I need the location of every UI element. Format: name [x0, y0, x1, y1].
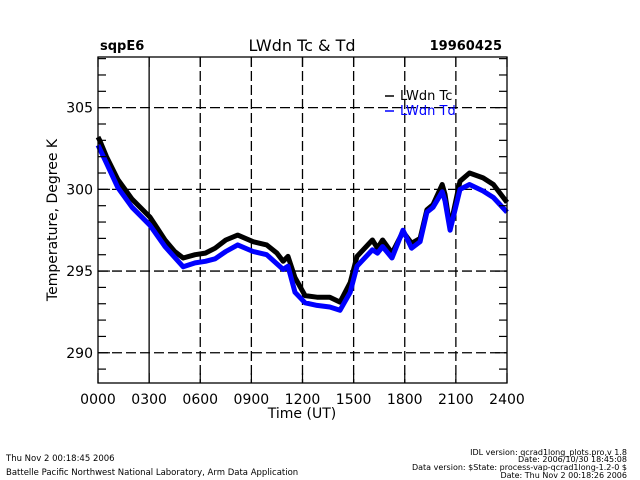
legend: LWdn Tc LWdn Td — [385, 89, 456, 119]
footer-organization: Battelle Pacific Northwest National Labo… — [6, 468, 298, 478]
y-tick-label: 305 — [66, 101, 93, 117]
date-label: 19960425 — [430, 39, 502, 54]
x-axis-label: Time (UT) — [267, 406, 336, 422]
x-tick-label: 0600 — [182, 392, 218, 408]
y-tick-label: 295 — [66, 264, 93, 280]
x-tick-label: 0000 — [80, 392, 116, 408]
gridlines — [98, 57, 507, 383]
x-tick-label: 1800 — [387, 392, 423, 408]
chart-title: LWdn Tc & Td — [248, 36, 355, 55]
footer-data-version: Data version: $State: process-vap-qcrad1… — [412, 463, 627, 472]
legend-label-tc: LWdn Tc — [400, 89, 452, 104]
axes — [97, 56, 508, 384]
y-tick-label: 290 — [66, 346, 93, 362]
legend-label-td: LWdn Td — [400, 104, 456, 119]
footer-idl-version: IDL version: qcrad1long_plots.pro,v 1.8 — [470, 448, 627, 457]
x-tick-label: 0900 — [234, 392, 270, 408]
y-tick-label: 300 — [66, 182, 93, 198]
footer-run-date: Date: Thu Nov 2 00:18:26 2006 — [500, 471, 627, 480]
tick-labels: 0000 0300 0600 0900 1200 1500 1800 2100 2400 290 2… — [66, 101, 525, 408]
x-tick-label: 1200 — [285, 392, 321, 408]
x-tick-label: 2400 — [489, 392, 525, 408]
footer-date: Date: 2006/10/30 18:45:08 — [518, 455, 627, 464]
x-tick-label: 0300 — [131, 392, 167, 408]
series-group — [95, 135, 509, 313]
site-label: sqpE6 — [100, 39, 144, 54]
y-axis-label: Temperature, Degree K — [45, 138, 61, 302]
series-line-lwdn-tc — [95, 135, 509, 305]
x-tick-label: 1500 — [336, 392, 372, 408]
footer-timestamp: Thu Nov 2 00:18:45 2006 — [5, 454, 115, 464]
x-tick-label: 2100 — [438, 392, 474, 408]
series-line-lwdn-td — [95, 144, 509, 313]
